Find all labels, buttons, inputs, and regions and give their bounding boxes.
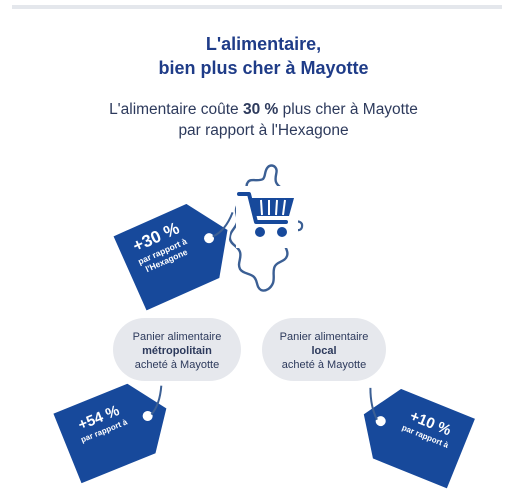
shopping-cart-icon — [236, 186, 298, 248]
subtitle-line-2: par rapport à l'Hexagone — [178, 122, 349, 139]
bubble-local-bold: local — [311, 345, 337, 357]
bubble-metropolitan-line-3: acheté à Mayotte — [134, 359, 220, 371]
subtitle: L'alimentaire coûte 30 % plus cher à May… — [0, 99, 527, 141]
price-tag-icon — [110, 200, 234, 314]
bubble-local: Panier alimentaire local acheté à Mayott… — [262, 318, 386, 381]
metropolitan-price-tag: +54 % par rapport à — [46, 364, 191, 492]
bubble-local-line-3: acheté à Mayotte — [281, 359, 367, 371]
subtitle-suffix: plus cher à Mayotte — [278, 101, 418, 118]
subtitle-highlight: 30 % — [243, 101, 279, 118]
bubble-local-line-1: Panier alimentaire — [279, 331, 369, 343]
local-price-tag: +10 % par rapport à — [347, 373, 483, 497]
title-line-1: L'alimentaire, — [205, 34, 322, 54]
subtitle-prefix: L'alimentaire coûte — [109, 101, 243, 118]
top-divider — [12, 5, 502, 9]
bubble-metropolitan-bold: métropolitain — [142, 345, 212, 357]
main-price-tag: +30 % par rapport à l'Hexagone — [103, 182, 253, 322]
page-title: L'alimentaire, bien plus cher à Mayotte — [0, 32, 527, 80]
subtitle-line-1: L'alimentaire coûte 30 % plus cher à May… — [0, 99, 527, 120]
title-line-2: bien plus cher à Mayotte — [158, 58, 369, 78]
bubble-metropolitan: Panier alimentaire métropolitain acheté … — [113, 318, 241, 381]
bubble-metropolitan-line-1: Panier alimentaire — [132, 331, 222, 343]
